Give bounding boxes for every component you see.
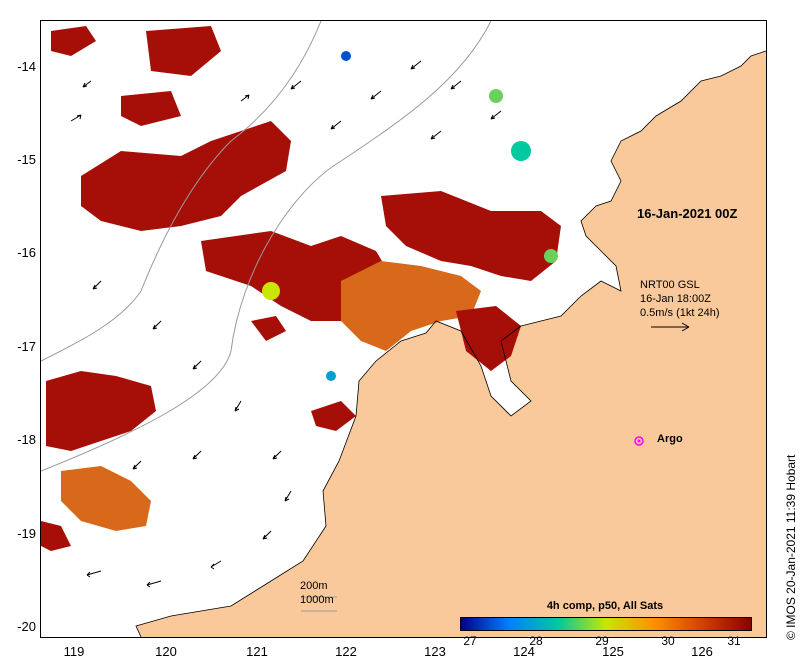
colorbar-tick: 30 [661, 634, 675, 648]
current-vectors [70, 60, 502, 588]
lat-tick: -18 [17, 432, 36, 447]
colorbar-tick: 29 [595, 634, 609, 648]
current-legend-time: 16-Jan 18:00Z [640, 293, 711, 305]
lat-tick: -14 [17, 59, 36, 74]
lon-tick: 121 [246, 644, 268, 659]
current-scale-arrow [651, 322, 690, 332]
current-legend-source: NRT00 GSL [640, 279, 700, 291]
lon-tick: 125 [602, 644, 624, 659]
map-canvas [41, 21, 766, 637]
colorbar-tick: 27 [463, 634, 477, 648]
lon-tick: 122 [335, 644, 357, 659]
argo-label: Argo [657, 433, 683, 445]
lat-tick: -20 [17, 619, 36, 634]
bathymetry-200m [41, 21, 492, 472]
colorbar-tick: 28 [529, 634, 543, 648]
credit-label: © IMOS 20-Jan-2021 11:39 Hobart [784, 454, 798, 640]
bathymetry-200m-label: 200m [300, 580, 328, 592]
map-frame [40, 20, 767, 638]
bathymetry-1000m [41, 21, 322, 362]
datetime-label: 16-Jan-2021 00Z [637, 206, 738, 221]
lon-tick: 123 [424, 644, 446, 659]
colorbar-title: 4h comp, p50, All Sats [546, 600, 664, 612]
land-mass [136, 21, 766, 637]
lat-tick: -16 [17, 245, 36, 260]
cool-patches [262, 51, 558, 381]
lon-tick: 120 [155, 644, 177, 659]
lon-tick: 126 [691, 644, 713, 659]
bathymetry-1000m-label: 1000m [300, 594, 334, 606]
colorbar [460, 617, 752, 631]
current-legend-scale: 0.5m/s (1kt 24h) [640, 307, 720, 319]
lat-tick: -19 [17, 526, 36, 541]
lon-tick: 119 [63, 644, 85, 659]
argo-float-icon [634, 436, 644, 446]
coastline [135, 50, 766, 637]
colorbar-tick: 31 [727, 634, 741, 648]
lat-tick: -17 [17, 339, 36, 354]
lat-tick: -15 [17, 152, 36, 167]
lon-tick: 124 [513, 644, 535, 659]
